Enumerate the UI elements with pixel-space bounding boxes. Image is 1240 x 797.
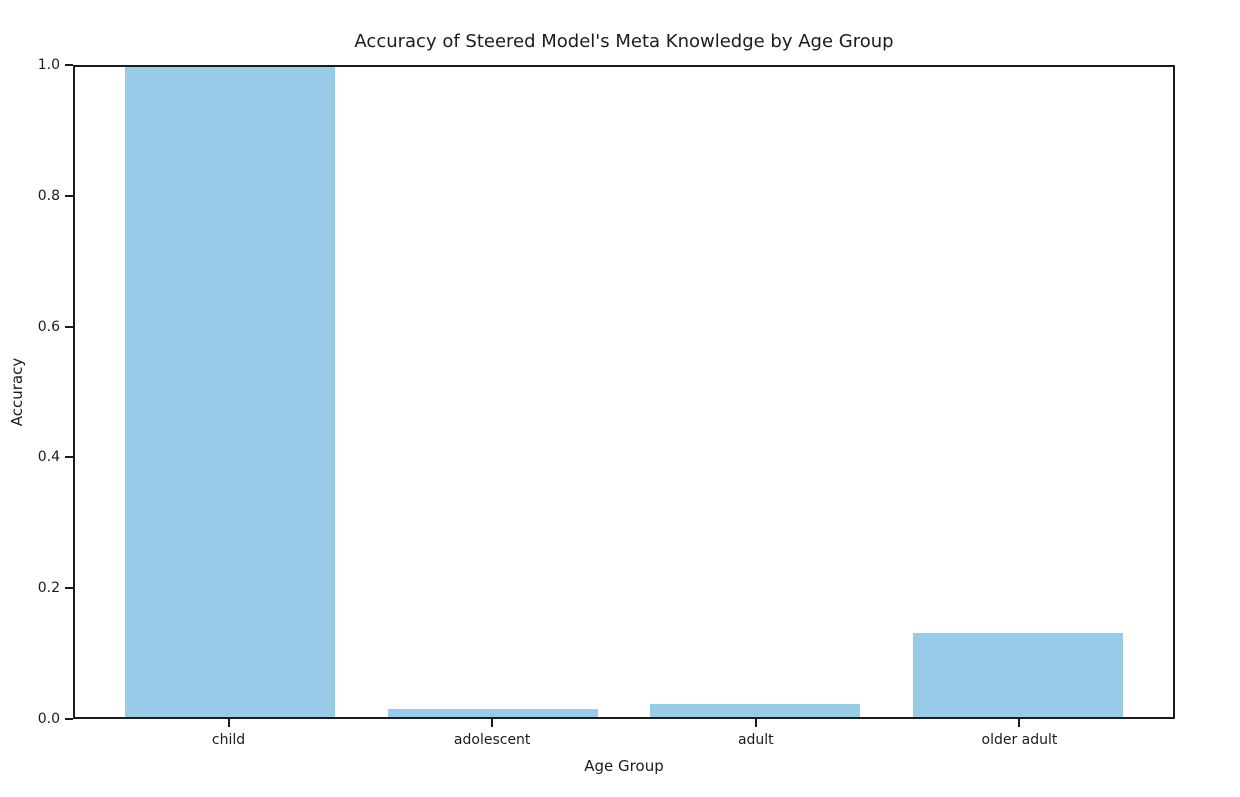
x-tick-label-older-adult: older adult [981, 732, 1058, 748]
y-axis-label: Accuracy [8, 357, 26, 427]
x-tick-label-adolescent: adolescent [453, 732, 531, 748]
y-tick-mark [65, 456, 73, 459]
x-tick-mark [1018, 719, 1021, 727]
y-tick-mark [65, 64, 73, 66]
bar-adult [650, 704, 861, 717]
x-tick-mark [491, 719, 494, 727]
y-tick-label: 1.0 [37, 57, 60, 73]
y-tick-label: 0.4 [37, 449, 60, 466]
x-tick-mark [754, 719, 757, 727]
bar-older-adult [912, 632, 1124, 717]
plot-area [73, 65, 1175, 719]
y-tick-mark [65, 325, 73, 328]
y-tick-mark [65, 718, 73, 720]
x-tick-mark [227, 719, 230, 727]
x-tick-label-child: child [211, 732, 246, 748]
y-tick-mark [65, 587, 73, 590]
y-tick-mark [65, 194, 73, 197]
y-tick-label: 0.6 [37, 318, 60, 335]
y-tick-label: 0.0 [37, 711, 60, 727]
y-tick-label: 0.8 [37, 187, 60, 204]
y-tick-label: 0.2 [37, 580, 60, 597]
chart-title: Accuracy of Steered Model's Meta Knowled… [354, 31, 894, 52]
bar-adolescent [387, 708, 598, 717]
x-axis-label: Age Group [584, 757, 664, 775]
x-tick-label-adult: adult [737, 732, 774, 748]
bar-child [124, 67, 336, 717]
